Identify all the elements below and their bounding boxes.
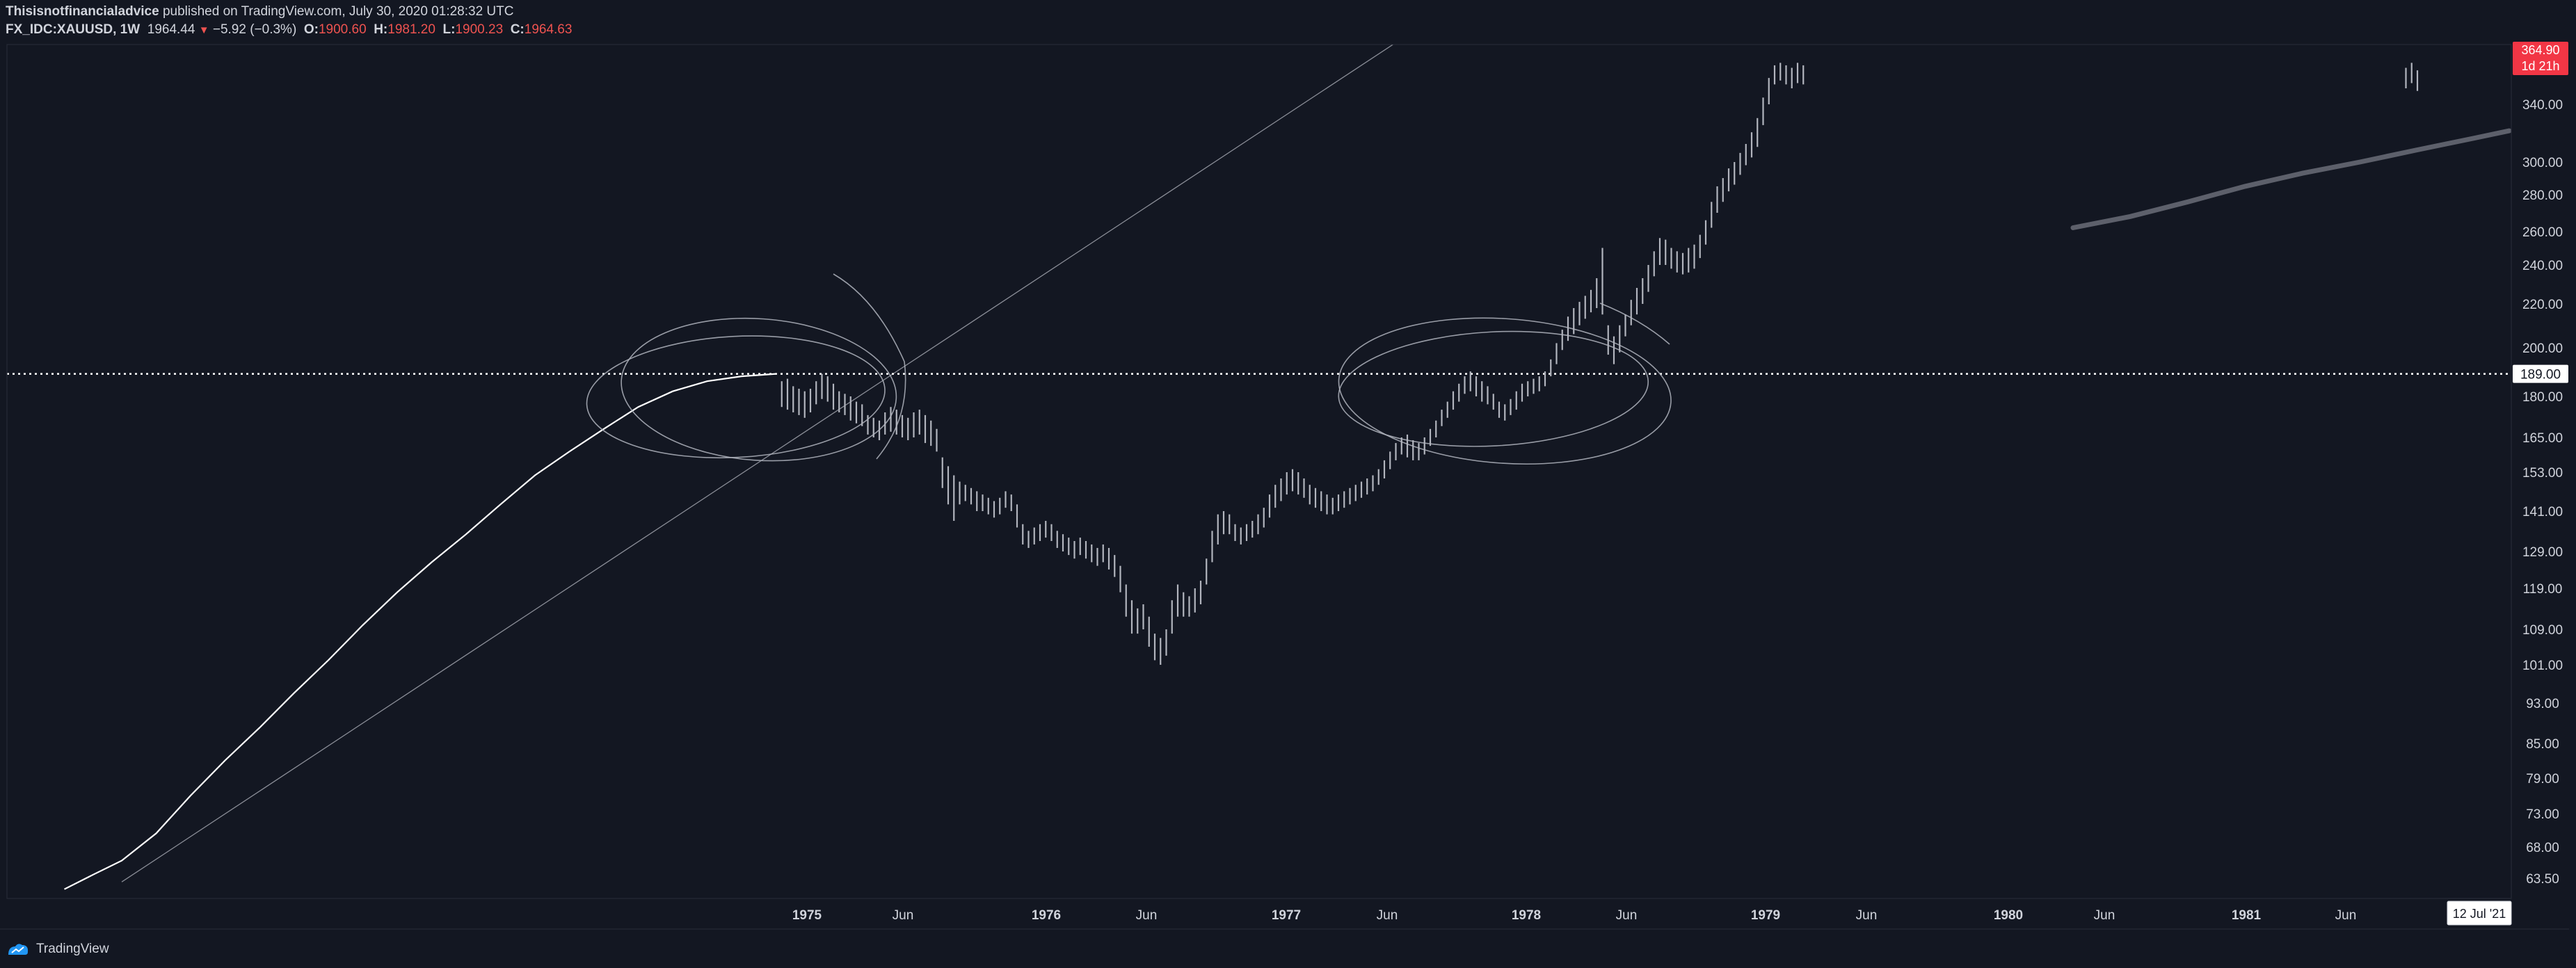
author-name[interactable]: Thisisnotfinancialadvice — [6, 4, 159, 19]
price-tick-label: 153.00 — [2522, 466, 2563, 481]
plot-area[interactable] — [6, 13, 2512, 899]
low-label: L: — [442, 22, 456, 37]
crosshair-date-box — [2447, 901, 2512, 926]
price-tick-label: 129.00 — [2522, 545, 2563, 560]
price-tick-label: 63.50 — [2526, 872, 2559, 887]
level-price-label: 189.00 — [2520, 368, 2561, 382]
time-tick-label: Jun — [1856, 908, 1878, 923]
freehand-stroke — [1599, 302, 1670, 345]
price-tick-label: 180.00 — [2522, 390, 2563, 405]
price-tick-label: 220.00 — [2522, 298, 2563, 312]
open-label: O: — [303, 22, 319, 37]
time-tick-label: Jun — [893, 908, 914, 923]
time-tick-label: 1979 — [1751, 908, 1780, 923]
price-tick-label: 141.00 — [2522, 505, 2563, 519]
price-change: −5.92 (−0.3%) — [212, 22, 297, 37]
time-axis[interactable]: 1975 Jun 1976 Jun 1977 Jun 1978 Jun 1979 Jun 1980 J… — [0, 901, 2569, 930]
price-tick-label: 79.00 — [2526, 772, 2559, 786]
time-tick-label: 1981 — [2232, 908, 2262, 923]
plot-frame — [6, 44, 2512, 899]
moving-average-line — [2070, 128, 2511, 230]
time-tick-label: Jun — [1136, 908, 1158, 923]
published-info: published on TradingView.com, July 30, 2… — [159, 4, 514, 19]
current-price-label: 364.90 — [2521, 43, 2559, 57]
price-tick-label: 68.00 — [2526, 841, 2559, 855]
crosshair-date-label: 12 Jul '21 — [2453, 907, 2506, 921]
open-value: 1900.60 — [318, 22, 367, 37]
high-label: H: — [374, 22, 388, 37]
low-value: 1900.23 — [455, 22, 504, 37]
price-tick-label: 101.00 — [2522, 659, 2563, 673]
tradingview-logo-icon — [8, 944, 29, 955]
plot-content — [7, 45, 2511, 890]
price-tick-label: 300.00 — [2522, 156, 2563, 170]
freehand-stroke — [833, 273, 906, 460]
footer: TradingView — [6, 939, 109, 960]
price-tick-label: 200.00 — [2522, 341, 2563, 356]
level-price-box — [2513, 364, 2568, 383]
close-label: C: — [510, 22, 525, 37]
price-tick-label: 260.00 — [2522, 225, 2563, 240]
time-tick-label: 1980 — [1994, 908, 2023, 923]
time-tick-label: Jun — [2094, 908, 2115, 923]
price-tick-label: 73.00 — [2526, 807, 2559, 822]
time-tick-label: 1976 — [1032, 908, 1061, 923]
time-tick-label: Jun — [1377, 908, 1398, 923]
circle-annotation — [586, 335, 886, 459]
price-tick-label: 85.00 — [2526, 737, 2559, 752]
last-price: 1964.44 — [147, 22, 195, 37]
price-tick-label: 93.00 — [2526, 697, 2559, 711]
time-tick-label: Jun — [1616, 908, 1638, 923]
time-tick-label: 1975 — [792, 908, 822, 923]
circle-annotation — [621, 317, 897, 462]
price-tick-label: 165.00 — [2522, 431, 2563, 446]
price-tick-label: 119.00 — [2523, 582, 2563, 597]
time-tick-label: Jun — [2335, 908, 2357, 923]
bar-countdown-label: 1d 21h — [2521, 59, 2559, 73]
price-tick-label: 240.00 — [2522, 259, 2563, 273]
time-tick-label: 1977 — [1272, 908, 1301, 923]
price-tick-label: 280.00 — [2522, 188, 2563, 203]
price-axis[interactable]: 340.00 300.00 280.00 260.00 240.00 220.00 200.… — [2513, 42, 2568, 887]
circle-annotation — [1338, 317, 1672, 465]
price-line — [64, 373, 776, 890]
circle-annotation — [1338, 330, 1649, 447]
price-tick-label: 109.00 — [2522, 623, 2563, 638]
chart-header: Thisisnotfinancialadvice published on Tr… — [6, 3, 2566, 40]
down-arrow-icon: ▼ — [198, 24, 209, 36]
time-tick-label: 1978 — [1512, 908, 1541, 923]
current-price-badge — [2513, 42, 2568, 75]
close-value: 1964.63 — [524, 22, 573, 37]
symbol-label[interactable]: FX_IDC:XAUUSD, 1W — [6, 22, 141, 37]
tradingview-brand[interactable]: TradingView — [36, 942, 109, 956]
trend-line — [121, 45, 1394, 882]
high-value: 1981.20 — [387, 22, 435, 37]
price-tick-label: 340.00 — [2522, 98, 2563, 113]
